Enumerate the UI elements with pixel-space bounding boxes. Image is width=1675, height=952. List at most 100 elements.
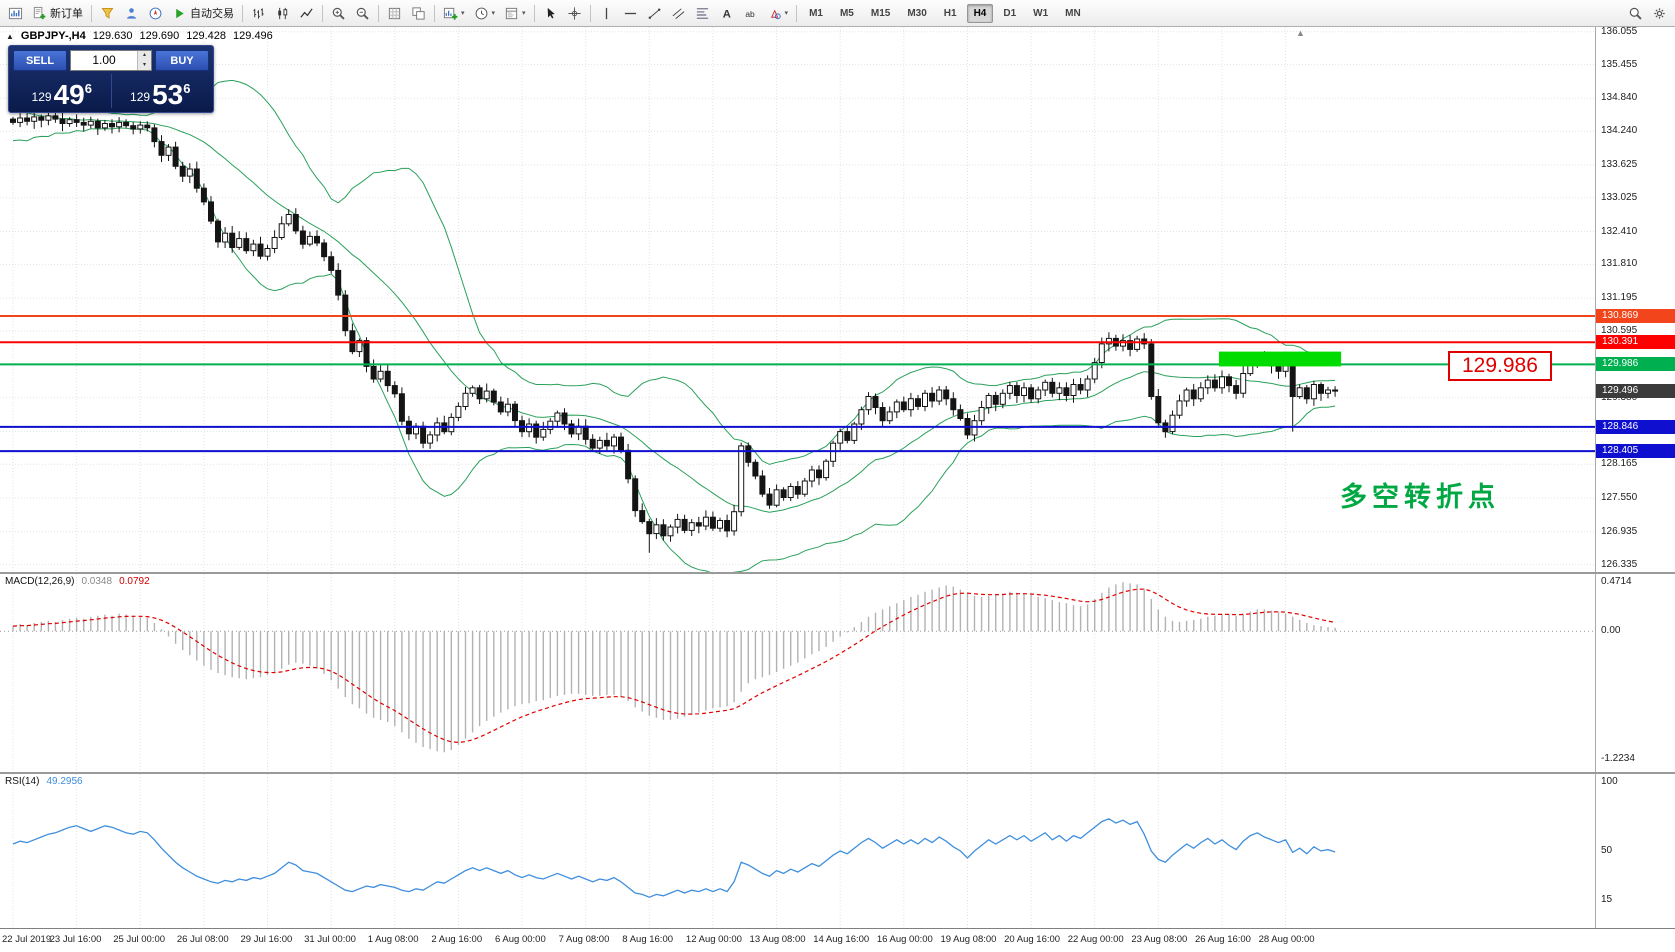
time-axis: 22 Jul 2019 23 Jul 16:00 25 Jul 00:00 26 Ju…	[0, 928, 1675, 952]
chart-window-button[interactable]	[4, 1, 27, 25]
buy-button[interactable]: BUY	[155, 50, 209, 71]
date-label: 26 Aug 16:00	[1194, 934, 1251, 945]
sell-price-big: 49	[53, 78, 85, 110]
metaeditor-button[interactable]	[96, 1, 119, 25]
market-watch-button[interactable]	[120, 1, 143, 25]
timeframe-w1-button[interactable]: W1	[1033, 7, 1049, 19]
grid-icon	[387, 6, 402, 21]
autotrading-button-label: 自动交易	[190, 8, 234, 20]
chart-shift-marker[interactable]: ▲	[1296, 28, 1305, 38]
panel-divider-macd[interactable]	[0, 572, 1675, 574]
price-tick: 135.455	[1601, 58, 1638, 70]
highlight-rectangle[interactable]	[1219, 351, 1342, 367]
date-label: 23 Jul 16:00	[49, 934, 102, 945]
volume-down-button[interactable]: ▾	[138, 60, 151, 70]
bollinger-middle	[12, 109, 1336, 513]
caret-down-icon: ▾	[522, 10, 526, 17]
channel-button[interactable]	[667, 1, 690, 25]
toolbar-separator	[242, 4, 243, 22]
vertical-line-icon	[599, 6, 614, 21]
sell-button[interactable]: SELL	[13, 50, 67, 71]
search-button[interactable]	[1624, 1, 1647, 25]
chart-window-icon	[8, 6, 23, 21]
navigator-icon	[148, 6, 163, 21]
caret-down-icon: ▾	[461, 10, 465, 17]
date-label: 2 Aug 16:00	[431, 934, 483, 945]
rsi-title: RSI(14)	[5, 776, 40, 787]
macd-axis: 0.4714 0.00 -1.2234	[1595, 574, 1675, 772]
panel-divider-rsi[interactable]	[0, 772, 1675, 774]
one-click-collapse-icon[interactable]: ▲	[6, 31, 14, 41]
zoom-in-icon	[331, 6, 346, 21]
timeframe-m5-button[interactable]: M5	[839, 7, 854, 19]
fibonacci-button[interactable]	[691, 1, 714, 25]
timeframe-h1-button[interactable]: H1	[943, 7, 957, 19]
horizontal-line-button[interactable]	[619, 1, 642, 25]
candlestick-button[interactable]	[271, 1, 294, 25]
navigator-button[interactable]	[144, 1, 167, 25]
zoom-in-button[interactable]	[327, 1, 350, 25]
trendline-button[interactable]	[643, 1, 666, 25]
bollinger-bands[interactable]	[12, 79, 1336, 572]
rsi-axis-label: 15	[1601, 894, 1613, 905]
price-tick: 136.055	[1601, 25, 1638, 37]
price-tick: 134.240	[1601, 125, 1638, 137]
buy-price[interactable]: 129 53 6	[110, 74, 210, 108]
date-label: 14 Aug 16:00	[813, 934, 870, 945]
price-tick: 127.550	[1601, 491, 1638, 503]
date-label: 6 Aug 00:00	[495, 934, 546, 945]
price-tick: 133.025	[1601, 191, 1638, 203]
timeframe-m1-button[interactable]: M1	[809, 7, 823, 19]
timeframe-d1-button[interactable]: D1	[1003, 7, 1017, 19]
macd-panel: MACD(12,26,9) 0.0348 0.0792 0.4714 0.00 -1.2…	[0, 574, 1675, 772]
zoom-out-button[interactable]	[351, 1, 374, 25]
arrange-windows-button[interactable]	[407, 1, 430, 25]
grid-button[interactable]	[383, 1, 406, 25]
vertical-line-button[interactable]	[595, 1, 618, 25]
search-icon	[1628, 6, 1643, 21]
rsi-panel: RSI(14) 49.2956 100 50 15	[0, 774, 1675, 928]
timeframe-h4-button[interactable]: H4	[966, 3, 994, 23]
new-chart-button[interactable]: ▾	[439, 1, 469, 25]
periods-button[interactable]: ▾	[470, 1, 500, 25]
settings-button[interactable]	[1648, 1, 1671, 25]
ohlc-open: 129.630	[92, 30, 133, 42]
timeframe-mn-button[interactable]: MN	[1065, 7, 1081, 19]
crosshair-button[interactable]	[563, 1, 586, 25]
autotrading-play-icon	[172, 6, 187, 21]
price-badge-130.869: 130.869	[1596, 309, 1675, 323]
templates-button[interactable]: ▾	[500, 1, 530, 25]
macd-signal-value: 0.0792	[119, 576, 150, 587]
clock-icon	[474, 6, 489, 21]
date-label: 13 Aug 08:00	[749, 934, 806, 945]
autotrading-button[interactable]: 自动交易	[168, 1, 238, 25]
new-order-icon	[32, 6, 47, 21]
bull-candles[interactable]	[17, 115, 1331, 537]
bar-chart-button[interactable]	[247, 1, 270, 25]
rsi-canvas[interactable]	[0, 774, 1595, 928]
sell-price-major: 129	[31, 90, 52, 104]
macd-canvas[interactable]	[0, 574, 1595, 772]
macd-label: MACD(12,26,9) 0.0348 0.0792	[5, 576, 150, 587]
timeframe-m15-button[interactable]: M15	[870, 7, 891, 19]
line-chart-button[interactable]	[295, 1, 318, 25]
price-annotation-label[interactable]: 129.986	[1448, 351, 1552, 381]
text-button[interactable]: A	[715, 1, 738, 25]
chart-canvas[interactable]	[0, 27, 1595, 572]
ohlc-low: 129.428	[186, 30, 227, 42]
cursor-button[interactable]	[539, 1, 562, 25]
settings-icon	[1652, 6, 1667, 21]
date-label: 23 Aug 08:00	[1131, 934, 1188, 945]
volume-up-button[interactable]: ▴	[138, 51, 151, 61]
timeframe-m30-button[interactable]: M30	[907, 7, 927, 19]
cn-annotation-text[interactable]: 多空转折点	[1340, 482, 1500, 512]
volume-field[interactable]: 1.00 ▴ ▾	[70, 50, 152, 71]
label-button[interactable]: ab	[739, 1, 762, 25]
shapes-button[interactable]: ▾	[763, 1, 793, 25]
bear-candles[interactable]	[10, 115, 1339, 537]
caret-down-icon: ▾	[491, 10, 496, 17]
sell-price[interactable]: 129 49 6	[13, 74, 111, 108]
new-order-button[interactable]: 新订单	[28, 1, 87, 25]
date-label: 22 Aug 00:00	[1067, 934, 1124, 945]
toolbar-separator	[533, 4, 535, 22]
